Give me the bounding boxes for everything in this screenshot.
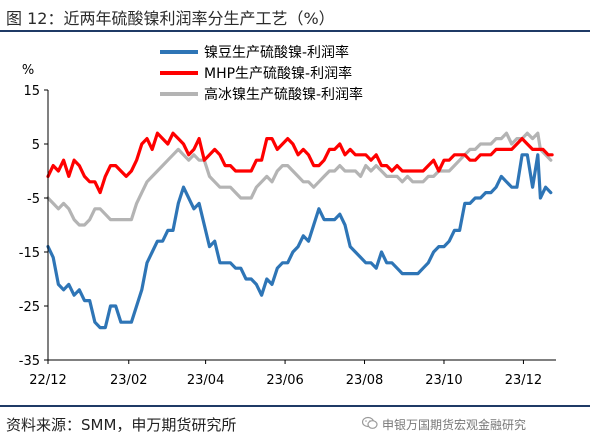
y-tick-label: -35 (19, 354, 40, 369)
x-tick-label: 23/04 (187, 373, 224, 388)
x-tick-label: 23/02 (110, 373, 147, 388)
legend-label-2: MHP生产硫酸镍-利润率 (204, 65, 352, 82)
watermark: 申银万国期货宏观金融研究 (382, 418, 527, 432)
series-line-3 (46, 131, 553, 227)
footer: 资料来源：SMM，申万期货研究所 申银万国期货宏观金融研究 (0, 405, 590, 443)
y-axis-unit: % (22, 63, 34, 78)
x-tick-label: 23/06 (266, 373, 303, 388)
title-divider (0, 30, 590, 32)
x-tick-label: 23/10 (425, 373, 462, 388)
x-tick-label: 22/12 (29, 373, 66, 388)
legend-label-3: 高冰镍生产硫酸镍-利润率 (204, 86, 363, 103)
x-tick-label: 23/08 (346, 373, 383, 388)
series-line-1 (46, 153, 553, 330)
wechat-icon (362, 416, 378, 429)
y-tick-label: 15 (23, 84, 40, 99)
footer-divider (0, 405, 590, 407)
source-note: 资料来源：SMM，申万期货研究所 (6, 416, 237, 434)
series-line-2 (46, 131, 554, 195)
y-tick-label: -15 (19, 246, 40, 261)
page-title: 图 12：近两年硫酸镍利润率分生产工艺（%） (6, 9, 335, 28)
y-tick-label: -25 (19, 300, 40, 315)
legend-label-1: 镍豆生产硫酸镍-利润率 (204, 44, 349, 61)
series-layer (46, 131, 554, 330)
y-tick-label: -5 (27, 192, 40, 207)
axes: -35 -25 -15 -5 5 15 22/12 23/02 23/04 23/06 23/08 2… (19, 84, 556, 388)
title-bar: 图 12：近两年硫酸镍利润率分生产工艺（%） (0, 0, 590, 32)
y-tick-label: 5 (32, 138, 40, 153)
x-tick-label: 23/12 (505, 373, 542, 388)
